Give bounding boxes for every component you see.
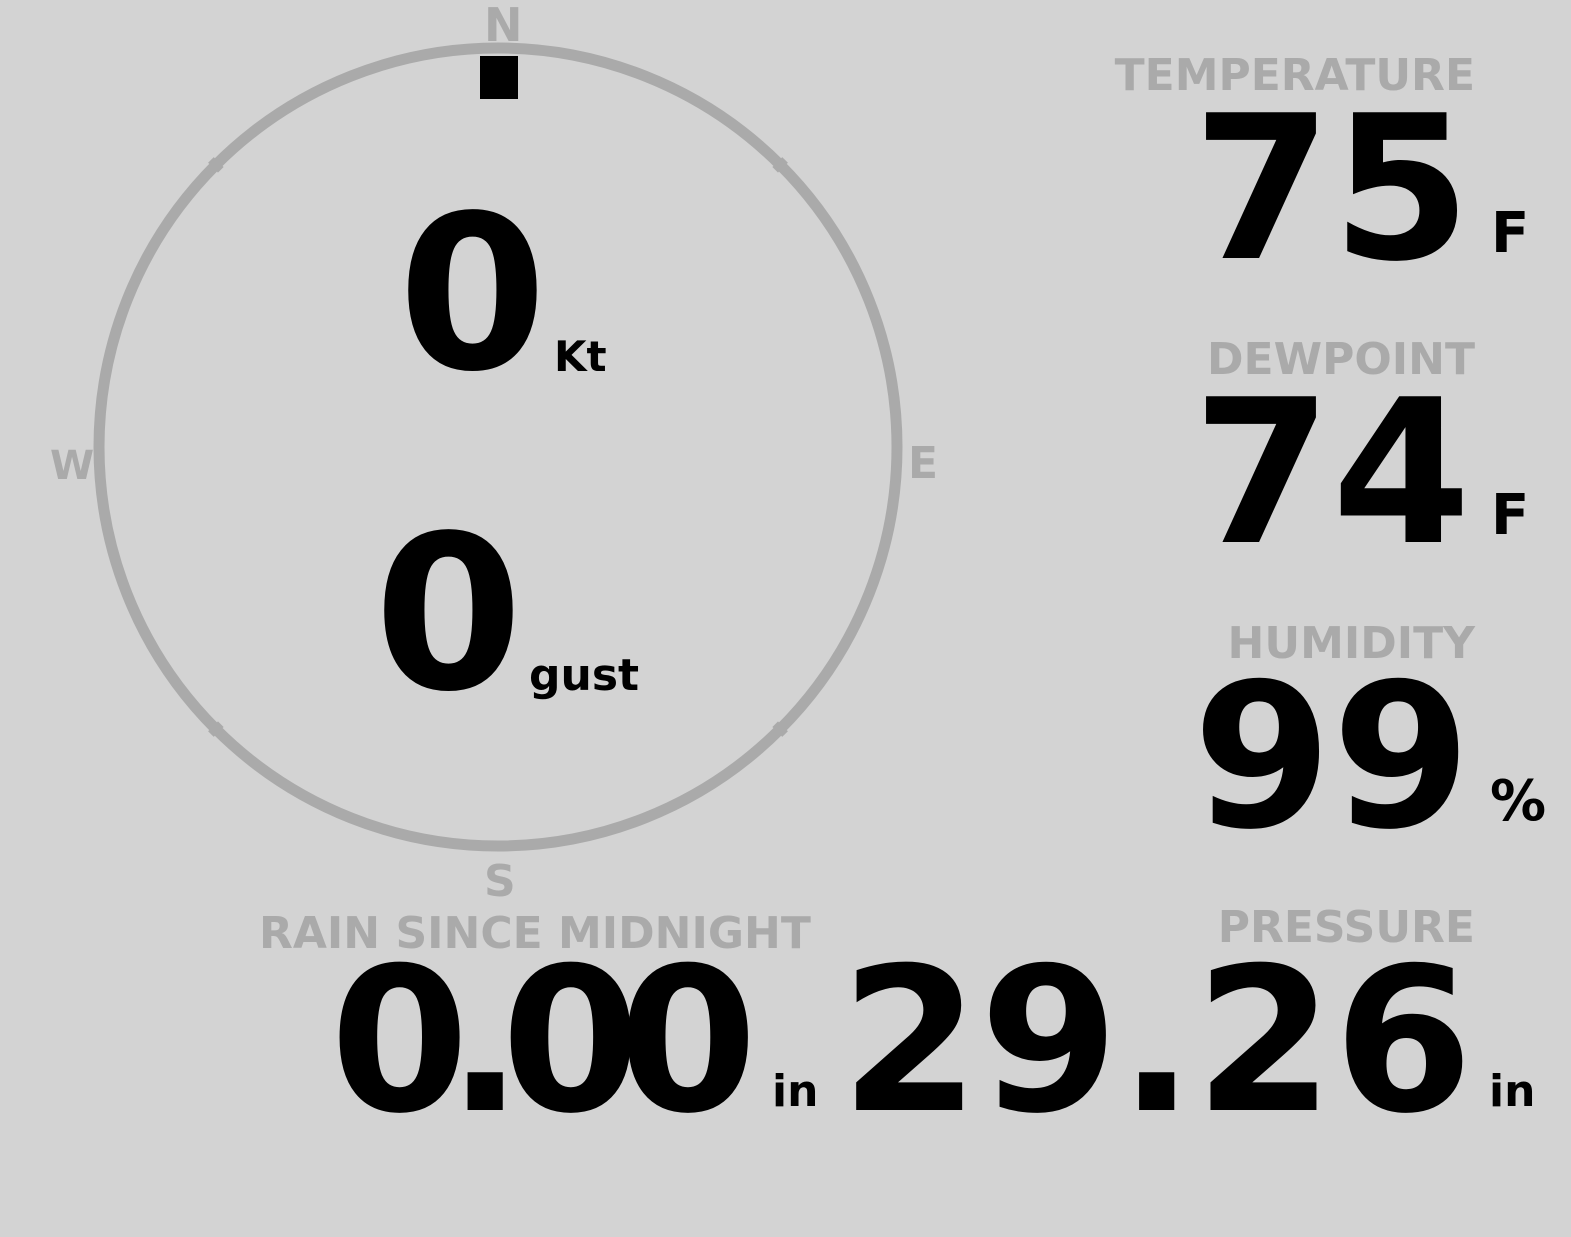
compass-tick: [772, 721, 788, 737]
dewpoint-label: DEWPOINT: [1207, 334, 1475, 385]
humidity-label: HUMIDITY: [1227, 618, 1475, 669]
pressure-unit: in: [1489, 1066, 1536, 1117]
rain-value: 0.00: [330, 925, 757, 1158]
temperature-value: 75: [1192, 73, 1471, 306]
rain-unit: in: [772, 1066, 819, 1117]
dewpoint-value: 74: [1192, 357, 1471, 590]
pressure-label: PRESSURE: [1217, 902, 1475, 953]
wind-gust-unit: gust: [529, 650, 640, 701]
compass-west-label: W: [50, 443, 95, 489]
temperature-label: TEMPERATURE: [1114, 50, 1475, 101]
wind-speed-value: 0: [398, 170, 547, 419]
compass-tick: [772, 157, 788, 173]
dewpoint-unit: F: [1491, 483, 1530, 548]
compass-dial: [93, 42, 903, 852]
temperature-unit: F: [1491, 201, 1530, 266]
compass-ring: [93, 42, 903, 852]
wind-gust-value: 0: [374, 490, 523, 739]
compass-east-label: E: [908, 438, 939, 489]
rain-label: RAIN SINCE MIDNIGHT: [259, 908, 811, 959]
compass-tick: [208, 721, 224, 737]
pressure-value: 29.26: [840, 925, 1473, 1158]
compass-north-label: N: [484, 0, 523, 52]
humidity-value: 99: [1192, 641, 1471, 874]
wind-direction-marker: [480, 56, 518, 99]
compass-south-label: S: [484, 856, 516, 907]
compass-tick: [208, 157, 224, 173]
wind-speed-unit: Kt: [554, 332, 607, 381]
humidity-unit: %: [1490, 769, 1547, 834]
